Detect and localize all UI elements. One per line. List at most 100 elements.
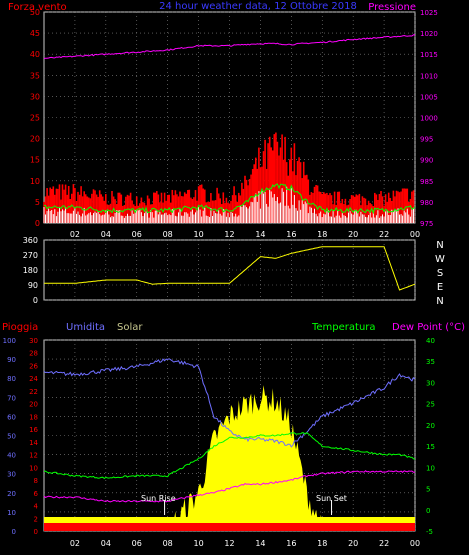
compass-label: N [436, 296, 443, 307]
x-tick-label: 16 [286, 539, 296, 548]
sun-set-label: Sun Set [316, 494, 347, 503]
y-tick-label: 20 [30, 135, 40, 144]
y2-tick-label: 985 [420, 178, 433, 186]
y-tick-label: 40 [30, 50, 40, 59]
y2-tick-label: 1000 [420, 115, 438, 123]
temperature-tick-label: 40 [426, 337, 435, 345]
x-tick-label: 10 [193, 539, 203, 548]
temperature-tick-label: -5 [426, 528, 433, 536]
temperature-tick-label: 5 [426, 486, 430, 494]
x-tick-label: 20 [348, 539, 358, 548]
rain-tick-label: 10 [29, 464, 38, 472]
y2-tick-label: 975 [420, 220, 433, 228]
y2-tick-label: 995 [420, 136, 433, 144]
humidity-tick-label: 50 [7, 433, 16, 441]
x-tick-label: 16 [286, 230, 296, 239]
rain-tick-label: 0 [34, 528, 38, 536]
rain-tick-label: 24 [29, 375, 38, 383]
humidity-line [43, 358, 416, 448]
x-tick-label: 14 [255, 230, 265, 239]
climate-x-ticks: 02 04 06 08 10 12 14 16 18 20 22 00 [70, 539, 420, 548]
x-tick-label: 04 [101, 539, 111, 548]
temperature-tick-label: 30 [426, 379, 435, 387]
humidity-tick-label: 30 [7, 471, 16, 479]
dew-point-label: Dew Point (°C) [392, 322, 465, 333]
y-tick-label: 45 [30, 29, 40, 38]
y-tick-label: 0 [35, 219, 40, 228]
solar-baseline-band [44, 517, 415, 523]
x-tick-label: 04 [101, 230, 111, 239]
humidity-tick-label: 0 [12, 528, 16, 536]
humidity-tick-label: 60 [7, 413, 16, 421]
rain-tick-label: 16 [29, 426, 38, 434]
humidity-tick-label: 80 [7, 375, 16, 383]
y-tick-label: 35 [30, 71, 40, 80]
humidity-tick-label: 40 [7, 452, 16, 460]
y-tick-label: 90 [28, 281, 38, 290]
x-tick-label: 00 [410, 230, 420, 239]
temperature-tick-label: 0 [426, 507, 430, 515]
x-tick-label: 10 [193, 230, 203, 239]
temperature-axis-ticks: 40 35 30 25 20 15 10 5 0 -5 [426, 337, 435, 536]
climate-series [43, 358, 416, 531]
temperature-tick-label: 15 [426, 443, 435, 451]
rain-tick-label: 6 [34, 490, 39, 498]
x-tick-label: 02 [70, 539, 80, 548]
humidity-label: Umidita [66, 322, 105, 333]
x-tick-label: 20 [348, 230, 358, 239]
x-tick-label: 08 [163, 539, 173, 548]
y-tick-label: 0 [33, 296, 38, 305]
y2-tick-label: 1005 [420, 93, 438, 101]
humidity-tick-label: 20 [7, 490, 16, 498]
rain-label: Pioggia [2, 322, 38, 333]
compass-label: N [436, 240, 443, 251]
x-tick-label: 06 [132, 539, 142, 548]
direction-series [44, 246, 416, 291]
y2-tick-label: 1025 [420, 9, 438, 17]
y-tick-label: 15 [30, 156, 40, 165]
rain-tick-label: 14 [29, 439, 38, 447]
compass-label: W [435, 254, 445, 265]
rain-tick-label: 18 [29, 413, 38, 421]
solar-label: Solar [117, 322, 143, 333]
y-tick-label: 360 [23, 236, 38, 245]
temperature-line [43, 432, 416, 480]
rain-tick-label: 2 [34, 515, 38, 523]
x-tick-label: 12 [224, 230, 234, 239]
sun-rise-label: Sun Rise [141, 494, 176, 503]
y-tick-label: 30 [30, 92, 40, 101]
y2-tick-label: 1020 [420, 30, 438, 38]
wind-x-ticks: 02 04 06 08 10 12 14 16 18 20 22 00 [70, 230, 420, 239]
temperature-tick-label: 25 [426, 401, 435, 409]
y2-tick-label: 980 [420, 199, 433, 207]
pressure-title: Pressione [368, 2, 416, 13]
y-tick-label: 50 [30, 8, 40, 17]
y-tick-label: 180 [23, 266, 38, 275]
y2-tick-label: 1010 [420, 72, 438, 80]
compass-label: S [437, 268, 443, 279]
humidity-tick-label: 70 [7, 394, 16, 402]
humidity-tick-label: 10 [7, 509, 16, 517]
wind-direction-line [44, 246, 416, 291]
x-tick-label: 22 [379, 230, 389, 239]
y-tick-label: 25 [30, 114, 40, 123]
y-tick-label: 270 [23, 251, 38, 260]
compass-label: E [437, 282, 443, 293]
humidity-tick-label: 90 [7, 356, 16, 364]
temperature-tick-label: 20 [426, 422, 435, 430]
x-tick-label: 22 [379, 539, 389, 548]
rain-tick-label: 26 [29, 362, 38, 370]
y-tick-label: 10 [30, 177, 40, 186]
temperature-tick-label: 35 [426, 358, 435, 366]
x-tick-label: 18 [317, 539, 327, 548]
direction-grid [44, 239, 416, 301]
wind-title: Forza vento [8, 2, 67, 13]
wind-average-line [43, 183, 416, 215]
